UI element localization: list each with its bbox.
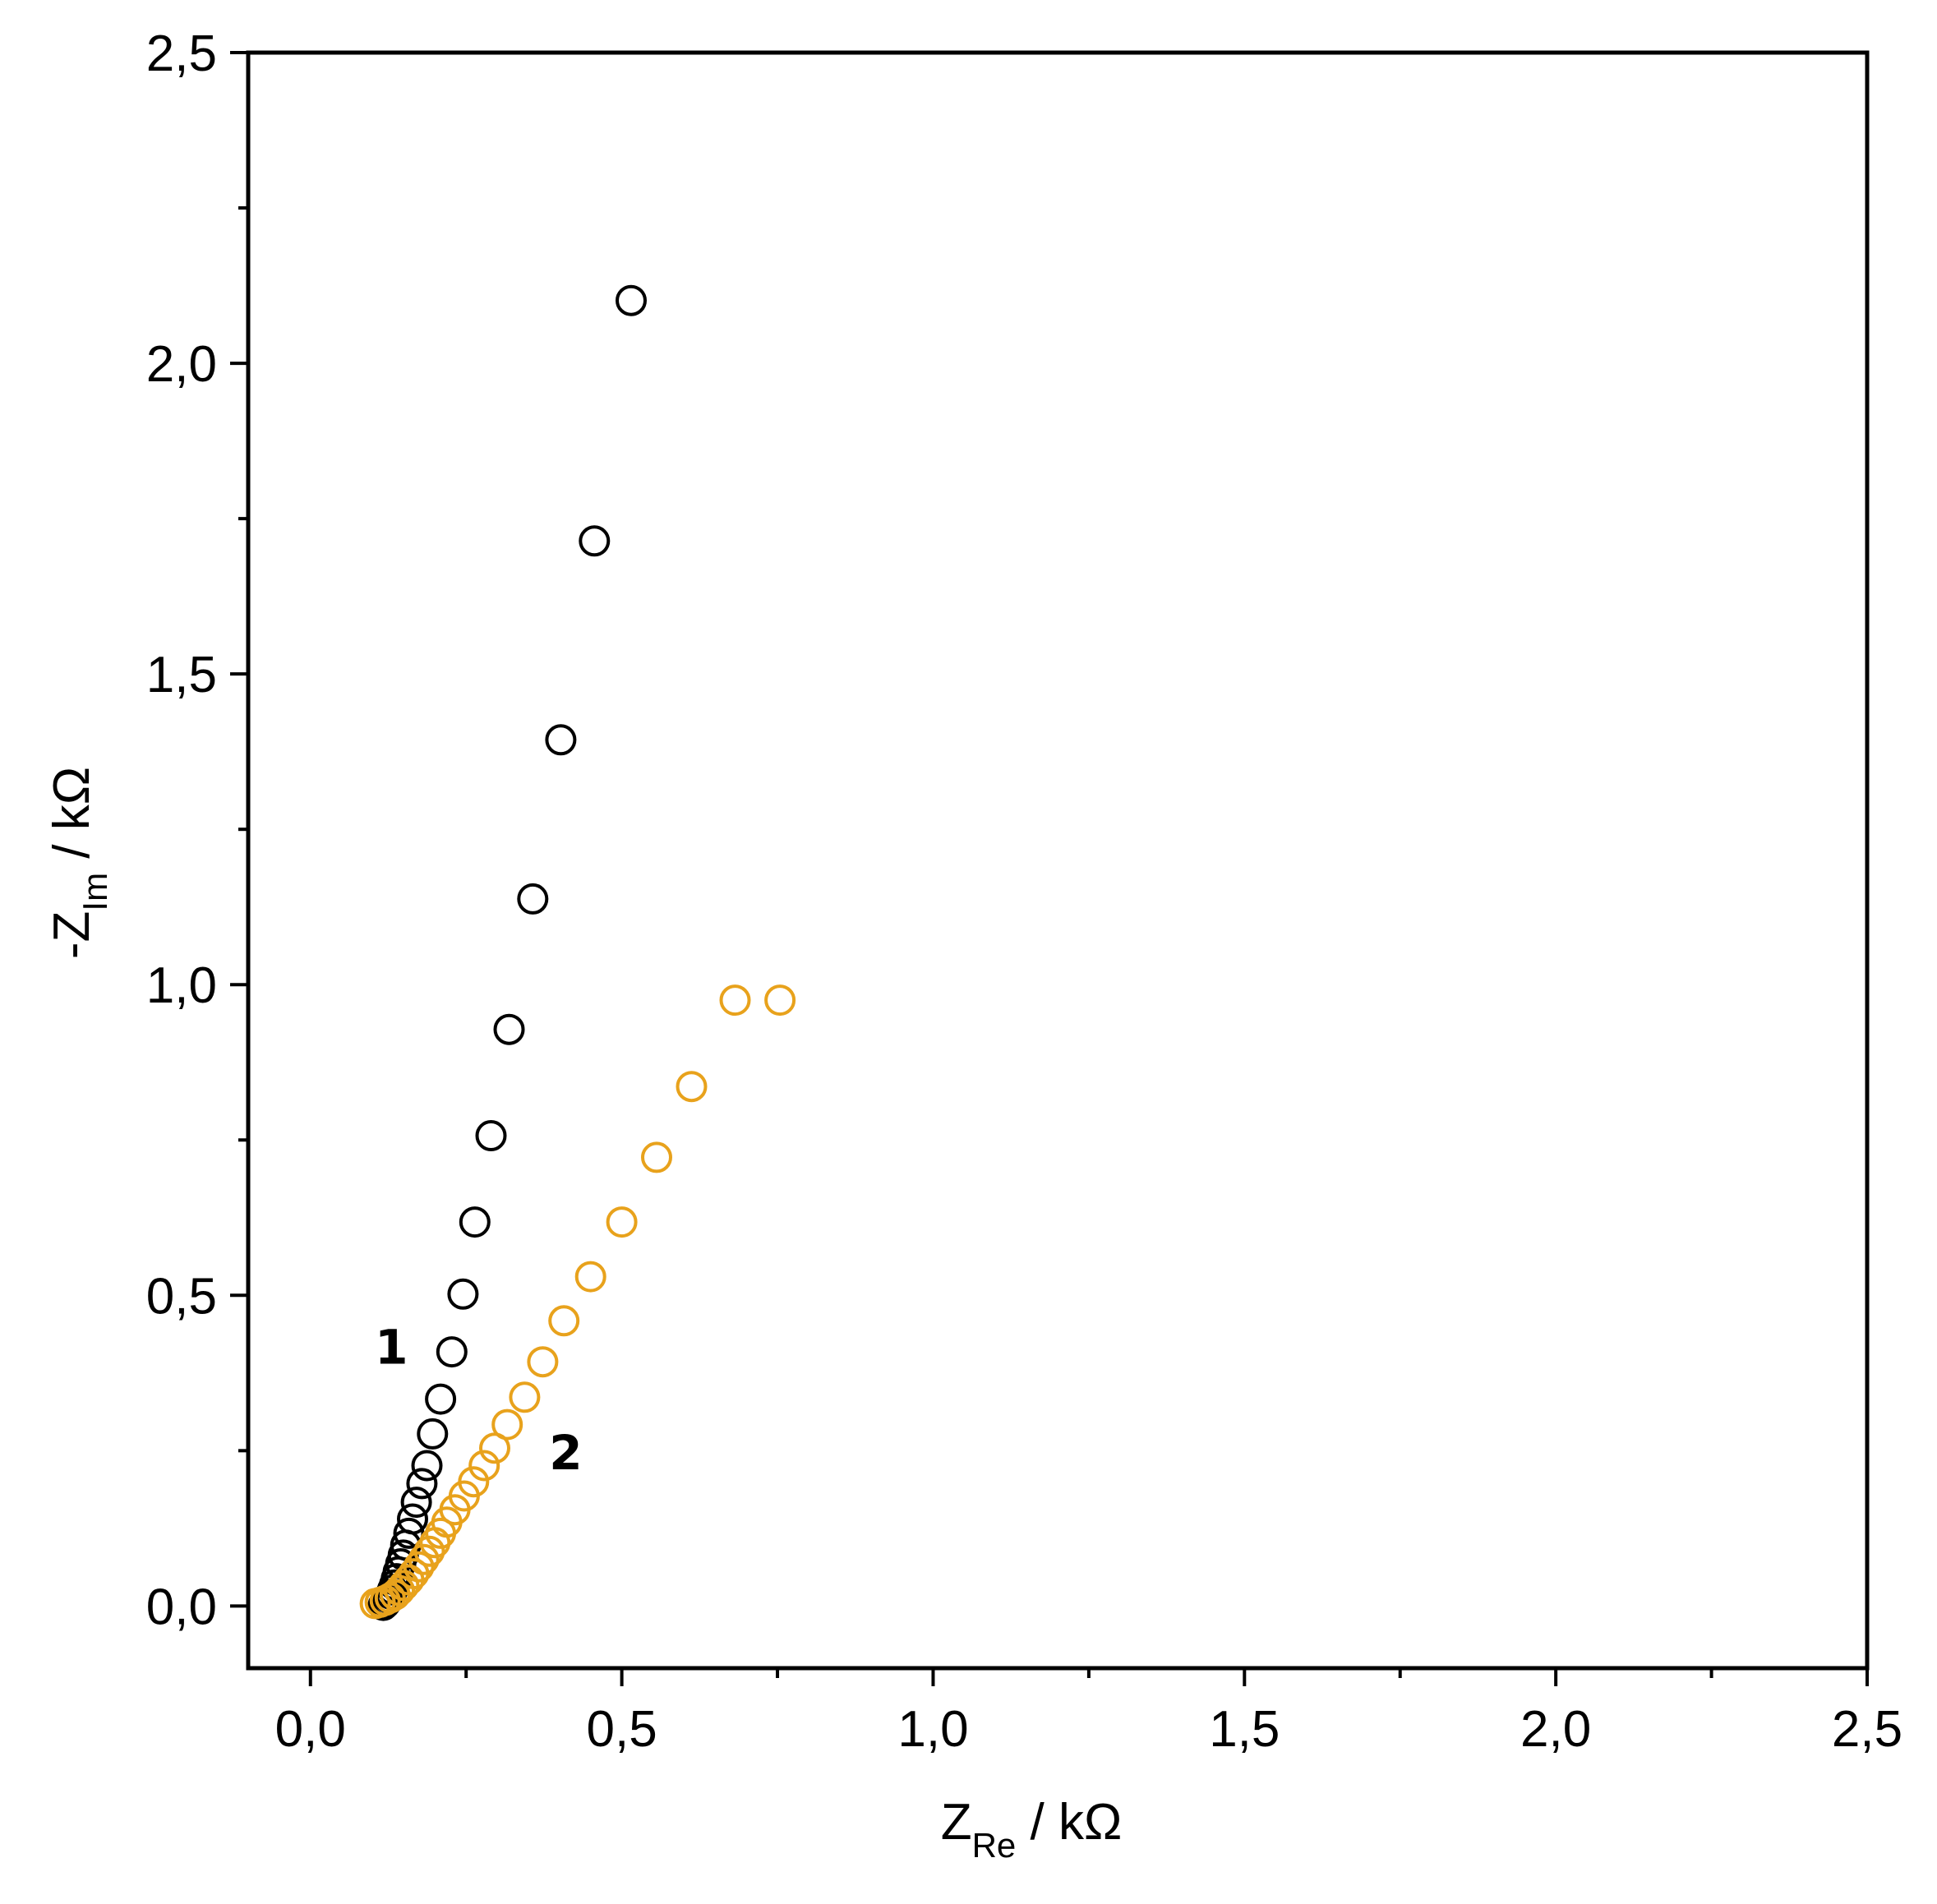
- series-2: [359, 984, 796, 1620]
- series-1-point: [459, 1206, 491, 1238]
- series-1-point: [475, 1120, 507, 1151]
- y-axis-title-main: -Z: [44, 911, 100, 960]
- series-1-point: [493, 1013, 525, 1045]
- y-tick-label: 1,0: [146, 957, 217, 1014]
- y-tick-label: 0,5: [146, 1268, 217, 1325]
- y-tick-label: 0,0: [146, 1579, 217, 1635]
- series-2-point: [408, 1543, 440, 1575]
- x-axis-title: ZRe / kΩ: [941, 1794, 1123, 1865]
- series-2-point: [527, 1346, 559, 1378]
- plot-frame: [246, 50, 1870, 1671]
- series-2-point: [509, 1381, 541, 1413]
- x-axis-title-unit: / kΩ: [1016, 1794, 1122, 1851]
- series-1-point: [417, 1418, 449, 1450]
- series-2-point: [641, 1141, 672, 1173]
- x-tick-label: 1,0: [897, 1701, 968, 1758]
- series-2-point: [548, 1305, 580, 1337]
- series-1-point: [436, 1336, 468, 1368]
- series-2-point: [606, 1206, 638, 1238]
- y-axis-title-sub: Im: [76, 873, 114, 911]
- series-1-point: [406, 1468, 438, 1500]
- y-tick-label: 2,5: [146, 25, 217, 82]
- series-2-point: [479, 1432, 510, 1464]
- series-2-point: [468, 1450, 500, 1482]
- series-2-point: [491, 1408, 523, 1441]
- series-2-point: [719, 984, 751, 1017]
- y-tick-label: 2,0: [146, 336, 217, 393]
- series-2-point: [403, 1551, 435, 1583]
- series-1-point: [579, 525, 611, 557]
- y-axis-title-unit: / kΩ: [44, 767, 100, 873]
- series-2-point: [676, 1071, 708, 1103]
- series-2-point: [764, 984, 796, 1017]
- series-2-point: [413, 1535, 445, 1567]
- x-tick-label: 0,5: [587, 1701, 657, 1758]
- series-2-point: [458, 1466, 490, 1498]
- series-1-point: [517, 883, 549, 915]
- x-tick-label: 2,5: [1832, 1701, 1902, 1758]
- axes-layer: 0,0 0,5 1,0 1,5 2,0 2,5 0,0 0,5 1,0 1,5 2,0 2,5: [146, 25, 1902, 1758]
- x-axis-title-main: Z: [941, 1794, 972, 1851]
- y-axis-title: -ZIm / kΩ: [44, 767, 114, 959]
- series-2-label: 2: [549, 1425, 582, 1481]
- series-2-point: [574, 1261, 606, 1293]
- x-tick-label: 2,0: [1520, 1701, 1591, 1758]
- x-tick-label: 0,0: [275, 1701, 346, 1758]
- series-1-point: [425, 1383, 457, 1415]
- series-1-point: [400, 1487, 432, 1519]
- series-1-point: [411, 1450, 443, 1482]
- series-1-point: [397, 1503, 428, 1535]
- series-1-label: 1: [375, 1319, 408, 1375]
- labels-layer: 12: [375, 1319, 583, 1481]
- series-1-point: [545, 724, 577, 756]
- series-layer: [359, 284, 796, 1621]
- series-1-point: [616, 284, 647, 316]
- y-tick-label: 1,5: [146, 647, 217, 703]
- series-1-point: [447, 1278, 479, 1310]
- x-tick-label: 1,5: [1209, 1701, 1280, 1758]
- x-axis-title-sub: Re: [972, 1826, 1017, 1865]
